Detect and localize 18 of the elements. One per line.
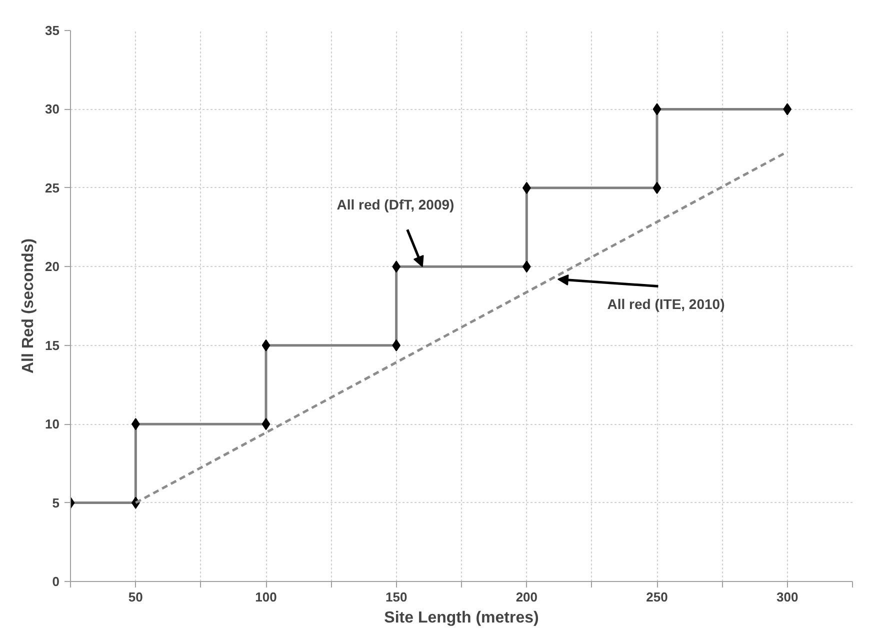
y-tick-label: 35 [45, 23, 60, 38]
y-tick-label: 30 [45, 102, 60, 117]
x-axis-title: Site Length (metres) [384, 610, 539, 626]
y-tick-label: 25 [45, 180, 60, 196]
x-tick-label: 250 [646, 590, 668, 604]
x-tick-label: 150 [385, 590, 408, 604]
y-tick-label: 10 [45, 416, 60, 432]
x-tick-label: 300 [776, 590, 798, 604]
y-tick-label: 20 [45, 259, 60, 274]
y-axis-title: All Red (seconds) [20, 238, 38, 374]
y-tick-label: 5 [52, 495, 60, 510]
x-tick-label: 200 [516, 590, 538, 604]
y-tick-label: 15 [45, 338, 60, 353]
x-tick-label: 50 [128, 590, 143, 604]
annotation: All red (DfT, 2009) [336, 196, 454, 213]
x-tick-label: 100 [255, 590, 277, 604]
annotation: All red (ITE, 2010) [607, 296, 725, 312]
y-tick-label: 0 [52, 574, 60, 589]
